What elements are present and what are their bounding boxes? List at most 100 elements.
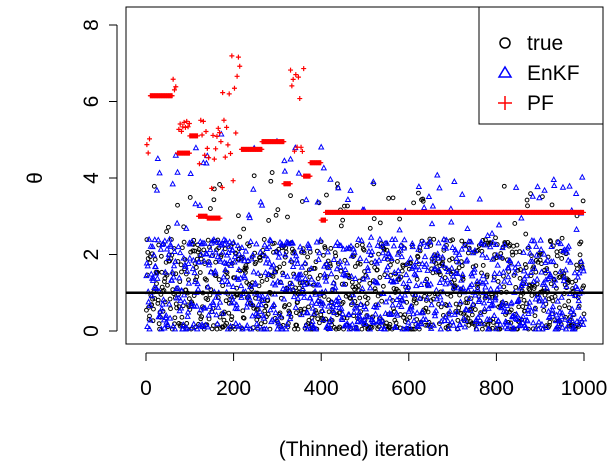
point-enkf bbox=[508, 260, 515, 267]
point-true bbox=[179, 269, 184, 275]
point-enkf bbox=[270, 261, 277, 268]
point-enkf bbox=[538, 320, 546, 327]
point-pf bbox=[259, 146, 265, 152]
point-enkf bbox=[474, 285, 481, 292]
point-true bbox=[206, 316, 212, 322]
point-enkf bbox=[313, 299, 320, 306]
point-enkf bbox=[526, 303, 533, 310]
point-enkf bbox=[159, 300, 166, 307]
point-true bbox=[532, 283, 537, 289]
point-enkf bbox=[399, 325, 406, 332]
point-enkf bbox=[430, 252, 437, 259]
point-enkf bbox=[419, 260, 426, 267]
point-enkf bbox=[455, 250, 463, 257]
point-enkf bbox=[538, 268, 545, 275]
y-axis: 0 2 4 6 8 bbox=[80, 19, 118, 337]
point-enkf bbox=[275, 253, 282, 260]
point-true bbox=[479, 326, 485, 332]
point-enkf bbox=[391, 235, 399, 242]
point-enkf bbox=[476, 296, 483, 303]
point-true bbox=[388, 272, 394, 278]
point-pf bbox=[222, 154, 228, 160]
point-enkf bbox=[148, 270, 155, 277]
point-enkf bbox=[541, 296, 549, 303]
point-enkf bbox=[499, 244, 506, 251]
point-enkf bbox=[489, 255, 496, 262]
point-enkf bbox=[546, 313, 554, 320]
point-enkf bbox=[463, 256, 471, 263]
point-enkf bbox=[253, 320, 261, 327]
point-enkf bbox=[366, 325, 374, 332]
point-true bbox=[241, 315, 247, 321]
point-enkf bbox=[468, 281, 476, 287]
point-pf bbox=[209, 185, 215, 191]
y-tick-label: 0 bbox=[80, 325, 103, 337]
point-enkf bbox=[207, 246, 214, 253]
point-true bbox=[229, 314, 235, 320]
point-enkf bbox=[413, 282, 420, 289]
point-enkf bbox=[506, 257, 514, 264]
point-pf bbox=[228, 151, 234, 157]
point-enkf bbox=[481, 305, 488, 312]
point-enkf bbox=[228, 293, 236, 300]
point-enkf bbox=[210, 301, 217, 308]
point-enkf bbox=[188, 301, 195, 308]
point-enkf bbox=[554, 323, 561, 330]
point-pf bbox=[203, 128, 209, 134]
point-true bbox=[174, 305, 180, 311]
point-enkf bbox=[353, 304, 360, 311]
point-enkf bbox=[204, 283, 212, 290]
point-enkf bbox=[325, 264, 332, 271]
point-enkf bbox=[420, 204, 428, 211]
point-pf bbox=[178, 128, 184, 134]
point-enkf bbox=[232, 274, 240, 281]
point-enkf bbox=[310, 309, 318, 316]
point-enkf bbox=[248, 255, 255, 262]
point-enkf bbox=[490, 312, 498, 318]
point-enkf bbox=[463, 306, 470, 313]
point-true bbox=[559, 235, 565, 241]
point-enkf bbox=[571, 292, 579, 299]
point-enkf bbox=[448, 264, 455, 271]
point-enkf bbox=[153, 284, 160, 291]
point-pf bbox=[213, 146, 219, 152]
point-enkf bbox=[144, 262, 151, 269]
point-enkf bbox=[256, 307, 264, 314]
point-true bbox=[305, 254, 311, 260]
point-enkf bbox=[292, 303, 300, 310]
point-true bbox=[552, 294, 558, 299]
point-enkf bbox=[165, 250, 173, 257]
point-enkf bbox=[381, 254, 388, 261]
point-enkf bbox=[288, 280, 296, 287]
point-true bbox=[379, 298, 385, 304]
point-enkf bbox=[262, 268, 269, 275]
point-pf bbox=[176, 126, 182, 132]
point-enkf bbox=[557, 240, 565, 247]
point-enkf bbox=[285, 283, 293, 290]
point-enkf bbox=[470, 268, 478, 275]
point-pf bbox=[226, 91, 232, 97]
point-true bbox=[529, 253, 534, 259]
point-enkf bbox=[455, 258, 462, 265]
point-enkf bbox=[327, 315, 335, 322]
point-enkf bbox=[176, 274, 183, 281]
point-enkf bbox=[511, 264, 519, 271]
point-enkf bbox=[480, 272, 487, 279]
point-enkf bbox=[498, 304, 505, 311]
point-enkf bbox=[385, 253, 393, 260]
point-enkf bbox=[224, 325, 232, 332]
point-enkf bbox=[277, 312, 284, 319]
point-enkf bbox=[472, 291, 479, 298]
point-enkf bbox=[266, 259, 273, 266]
point-enkf bbox=[342, 266, 349, 273]
point-true bbox=[524, 197, 530, 203]
point-enkf bbox=[206, 258, 213, 265]
point-enkf bbox=[417, 281, 425, 288]
point-true bbox=[367, 280, 373, 286]
point-enkf bbox=[331, 309, 338, 316]
point-true bbox=[307, 249, 313, 255]
point-enkf bbox=[330, 279, 337, 286]
point-enkf bbox=[557, 267, 564, 274]
point-enkf bbox=[405, 318, 412, 325]
point-enkf bbox=[512, 183, 520, 190]
